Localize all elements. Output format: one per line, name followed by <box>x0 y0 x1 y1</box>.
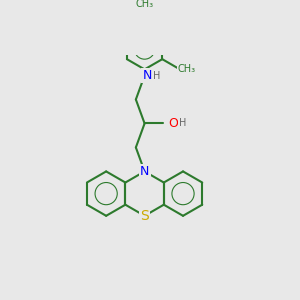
Text: N: N <box>142 69 152 82</box>
Text: CH₃: CH₃ <box>136 0 154 9</box>
Text: H: H <box>153 70 160 80</box>
Text: O: O <box>169 117 178 130</box>
Text: N: N <box>140 165 149 178</box>
Text: CH₃: CH₃ <box>178 64 196 74</box>
Text: S: S <box>140 209 149 223</box>
Text: H: H <box>179 118 187 128</box>
